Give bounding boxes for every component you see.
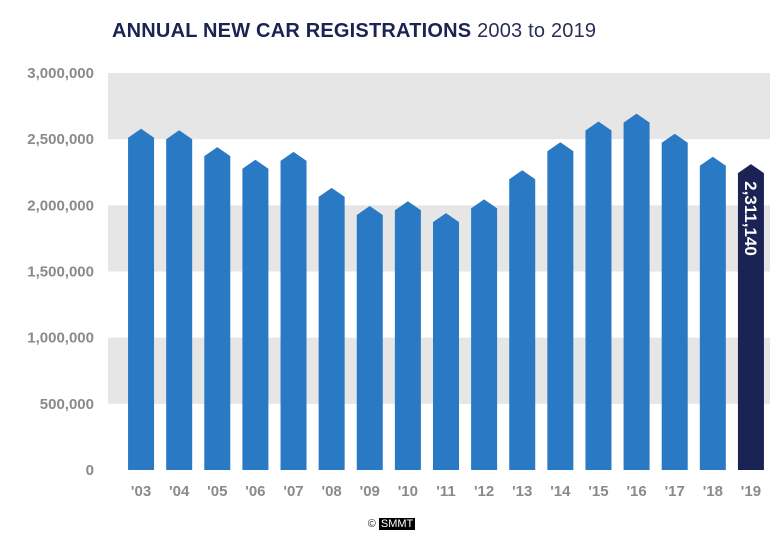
x-tick-label: '15: [588, 483, 608, 500]
bar-14: [547, 142, 574, 470]
bar-03: [128, 128, 155, 470]
x-tick-label: '08: [322, 483, 342, 500]
y-tick-label: 1,000,000: [27, 330, 94, 347]
bar-13: [509, 170, 536, 470]
bar-16: [623, 113, 650, 470]
copyright-credit: © SMMT: [0, 518, 783, 530]
y-tick-label: 2,000,000: [27, 197, 94, 214]
chart-title-main: ANNUAL NEW CAR REGISTRATIONS: [112, 20, 472, 42]
bar-17: [661, 133, 688, 470]
bar-07: [280, 151, 307, 470]
grid-band: [108, 73, 770, 140]
copyright-symbol: ©: [367, 518, 376, 530]
bar-19: [737, 164, 764, 471]
x-tick-label: '14: [550, 483, 571, 500]
bar-18: [699, 156, 726, 470]
x-tick-label: '13: [512, 483, 532, 500]
chart-title: ANNUAL NEW CAR REGISTRATIONS 2003 to 201…: [112, 20, 596, 43]
x-tick-label: '06: [245, 483, 265, 500]
x-tick-label: '09: [360, 483, 380, 500]
bar-08: [318, 187, 345, 470]
bar-09: [356, 205, 383, 471]
bar-06: [242, 159, 269, 470]
x-tick-label: '16: [626, 483, 646, 500]
bar-05: [204, 147, 231, 471]
x-tick-label: '07: [283, 483, 303, 500]
y-tick-label: 3,000,000: [27, 65, 94, 82]
credit-name: SMMT: [378, 518, 416, 530]
x-tick-label: '19: [741, 483, 761, 500]
bar-04: [166, 130, 193, 470]
x-tick-label: '18: [703, 483, 723, 500]
bar-11: [433, 213, 459, 470]
bar-12: [471, 199, 498, 471]
highlight-value-label: 2,311,140: [741, 181, 760, 256]
y-tick-label: 500,000: [40, 396, 94, 413]
x-tick-label: '03: [131, 483, 151, 500]
y-tick-label: 0: [86, 462, 94, 479]
x-tick-label: '11: [436, 483, 455, 500]
x-tick-label: '05: [207, 483, 227, 500]
bar-15: [585, 121, 612, 471]
chart-title-range: 2003 to 2019: [477, 20, 597, 42]
x-tick-label: '04: [169, 483, 190, 500]
x-tick-label: '17: [665, 483, 685, 500]
y-tick-label: 2,500,000: [27, 131, 94, 148]
x-tick-label: '12: [474, 483, 494, 500]
x-tick-label: '10: [398, 483, 418, 500]
y-tick-label: 1,500,000: [27, 264, 94, 281]
bar-10: [394, 201, 421, 470]
